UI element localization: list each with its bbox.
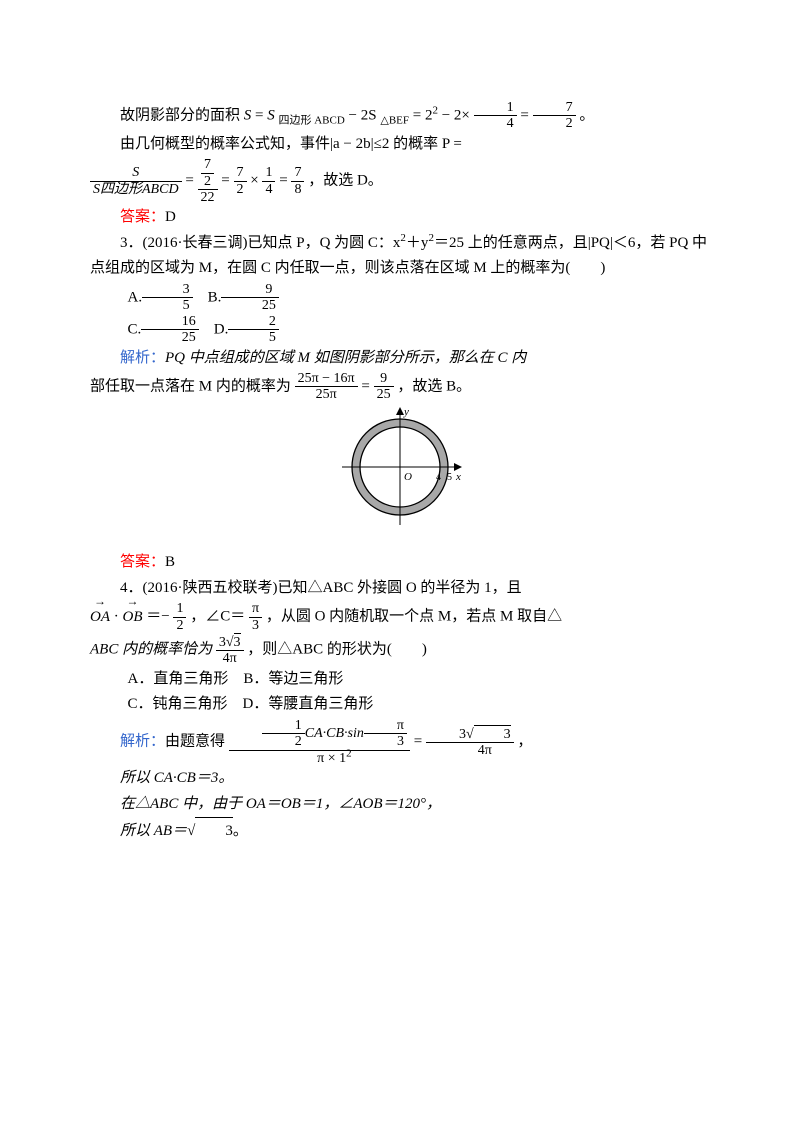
annulus-svg: y x O 4 5 — [330, 407, 470, 537]
fraction: 72 22 — [198, 157, 218, 205]
text: PQ 中点组成的区域 M 如图阴影部分所示，那么在 C 内 — [165, 350, 526, 366]
text: 部任取一点落在 M 内的概率为 — [90, 378, 295, 394]
vector-OA: →OA — [90, 605, 110, 631]
text: ，故选 D。 — [308, 173, 383, 189]
text: 由几何概型的概率公式知，事件|a − 2b|≤2 的概率 P = — [120, 136, 462, 152]
answer-value: D — [165, 209, 176, 225]
question-4-line3: ABC 内的概率恰为 3√3 4π ，则△ABC 的形状为( ) — [90, 633, 710, 667]
fraction: 925 — [374, 371, 394, 403]
options-row-2: C.1625 D.25 — [90, 314, 710, 346]
text: = — [255, 107, 267, 123]
svg-text:5: 5 — [447, 472, 452, 483]
text: 。 — [579, 107, 594, 123]
fraction: 35 — [142, 282, 193, 314]
fraction: 25 — [228, 314, 279, 346]
text: = 2 — [413, 107, 433, 123]
answer-label: 答案： — [120, 209, 165, 225]
text: 3．(2016·长春三调)已知点 P，Q 为圆 C：x — [120, 235, 400, 251]
subscript: △BEF — [380, 114, 409, 126]
fraction: S S四边形ABCD — [90, 165, 182, 197]
q4-options-row1: A．直角三角形 B．等边三角形 — [90, 667, 710, 693]
vector-OB: →OB — [123, 605, 143, 631]
fraction: 14 — [474, 100, 517, 132]
svg-text:4: 4 — [436, 472, 441, 483]
text: = — [185, 173, 197, 189]
text: 故阴影部分的面积 — [120, 107, 244, 123]
text: 由题意得 — [165, 733, 225, 749]
text: ，∠C＝ — [190, 609, 245, 625]
fraction: 1625 — [141, 314, 199, 346]
fraction: 72 — [234, 165, 247, 197]
text: × — [250, 173, 258, 189]
fraction: 3√3 4π — [426, 725, 514, 759]
option-label: D. — [214, 321, 229, 337]
fraction: 925 — [221, 282, 279, 314]
text: 所以 AB＝ — [120, 823, 187, 839]
option-label: B. — [208, 289, 222, 305]
annulus-figure: y x O 4 5 — [90, 407, 710, 547]
option: A．直角三角形 B．等边三角形 — [128, 671, 344, 687]
text: ，故选 B。 — [397, 378, 471, 394]
option-label: A. — [128, 289, 143, 305]
question-3: 3．(2016·长春三调)已知点 P，Q 为圆 C：x2＋y2＝25 上的任意两… — [90, 231, 710, 282]
answer-value: B — [165, 554, 175, 570]
fraction: π3 — [249, 601, 262, 633]
q4-options-row2: C．钝角三角形 D．等腰直角三角形 — [90, 692, 710, 718]
text: = — [221, 173, 233, 189]
solution-line-prob-intro: 由几何概型的概率公式知，事件|a − 2b|≤2 的概率 P = — [90, 132, 710, 158]
text: ，从圆 O 内随机取一个点 M，若点 M 取自△ — [266, 609, 562, 625]
svg-text:O: O — [404, 471, 412, 483]
text: ＝− — [146, 609, 169, 625]
options-row-1: A.35 B.925 — [90, 282, 710, 314]
option-label: C. — [128, 321, 142, 337]
text: 在△ABC 中，由于 OA＝OB＝1，∠AOB＝120°， — [120, 796, 441, 812]
question-4-line1: 4．(2016·陕西五校联考)已知△ABC 外接圆 O 的半径为 1，且 — [90, 576, 710, 602]
question-4-line2: →OA · →OB ＝− 12 ，∠C＝ π3 ，从圆 O 内随机取一个点 M，… — [90, 601, 710, 633]
solution-line-prob-calc: S S四边形ABCD = 72 22 = 72 × 14 = 78 ，故选 D。 — [90, 157, 710, 205]
sup: 2 — [432, 104, 438, 116]
fraction: 72 — [533, 100, 576, 132]
text: 2S — [361, 107, 377, 123]
text: 4．(2016·陕西五校联考)已知△ABC 外接圆 O 的半径为 1，且 — [120, 580, 522, 596]
svg-text:y: y — [403, 407, 409, 418]
svg-text:x: x — [455, 471, 461, 483]
solution-4-line3: 在△ABC 中，由于 OA＝OB＝1，∠AOB＝120°， — [90, 792, 710, 818]
solution-4-line1: 解析：由题意得 12CA·CB·sinπ3 π × 12 = 3√3 4π ， — [90, 718, 710, 766]
text: = — [279, 173, 291, 189]
text: ， — [517, 733, 532, 749]
text: − — [349, 107, 361, 123]
big-fraction: 12CA·CB·sinπ3 π × 12 — [229, 718, 410, 766]
text: 。 — [233, 823, 248, 839]
var-S: S — [244, 107, 252, 123]
text: − 2× — [442, 107, 470, 123]
fraction: 3√3 4π — [216, 633, 244, 667]
document-page: 故阴影部分的面积 S = S 四边形 ABCD − 2S △BEF = 22 −… — [0, 0, 800, 885]
answer-label: 答案： — [120, 554, 165, 570]
option: C．钝角三角形 D．等腰直角三角形 — [128, 696, 374, 712]
text: 所以 CA·CB＝3。 — [120, 770, 233, 786]
text: = — [414, 733, 426, 749]
text: = — [520, 107, 532, 123]
subscript: 四边形 ABCD — [278, 114, 344, 126]
solution-line-area: 故阴影部分的面积 S = S 四边形 ABCD − 2S △BEF = 22 −… — [90, 100, 710, 132]
solution-4-line2: 所以 CA·CB＝3。 — [90, 766, 710, 792]
dot-product: · — [114, 609, 119, 625]
fraction: 78 — [291, 165, 304, 197]
text: ABC 内的概率恰为 — [90, 641, 216, 657]
fraction: 14 — [262, 165, 275, 197]
var-S: S — [267, 107, 275, 123]
text: ，则△ABC 的形状为( ) — [247, 641, 427, 657]
solution-3-line1: 解析：PQ 中点组成的区域 M 如图阴影部分所示，那么在 C 内 — [90, 346, 710, 372]
solution-3-line2: 部任取一点落在 M 内的概率为 25π − 16π25π = 925 ，故选 B… — [90, 371, 710, 403]
solution-4-line4: 所以 AB＝√3。 — [90, 817, 710, 845]
solution-label: 解析： — [120, 350, 165, 366]
fraction: 12 — [173, 601, 186, 633]
solution-label: 解析： — [120, 733, 165, 749]
answer-line: 答案：D — [90, 205, 710, 231]
answer-3-line: 答案：B — [90, 550, 710, 576]
text: = — [361, 378, 373, 394]
fraction: 25π − 16π25π — [295, 371, 358, 403]
text: ＋y — [406, 235, 429, 251]
sqrt-content: 3 — [195, 817, 233, 845]
